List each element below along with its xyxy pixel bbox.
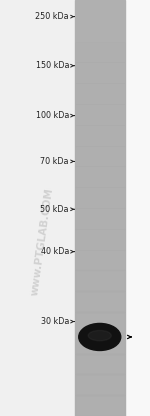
Ellipse shape [79, 324, 121, 350]
Bar [75, 0, 124, 21]
Bar [75, 146, 124, 166]
Bar [75, 187, 124, 208]
Text: www.PTGLAB.COM: www.PTGLAB.COM [29, 187, 55, 296]
Bar [75, 208, 124, 229]
Bar [75, 104, 124, 125]
Text: 70 kDa: 70 kDa [40, 157, 69, 166]
Bar [75, 250, 124, 270]
Bar [75, 312, 124, 333]
Bar [75, 354, 124, 374]
Bar [75, 270, 124, 291]
Text: 50 kDa: 50 kDa [40, 205, 69, 214]
Bar [75, 395, 124, 416]
Text: 30 kDa: 30 kDa [41, 317, 69, 326]
Text: 150 kDa: 150 kDa [36, 61, 69, 70]
Bar [124, 0, 150, 416]
Text: 250 kDa: 250 kDa [35, 12, 69, 21]
Bar [75, 83, 124, 104]
Text: 40 kDa: 40 kDa [41, 247, 69, 256]
Bar [75, 125, 124, 146]
Bar [75, 0, 124, 416]
Ellipse shape [88, 330, 111, 341]
Bar [75, 229, 124, 250]
Bar [75, 62, 124, 83]
Text: 100 kDa: 100 kDa [36, 111, 69, 120]
Bar [75, 166, 124, 187]
Bar [75, 291, 124, 312]
Bar [75, 374, 124, 395]
Bar [75, 21, 124, 42]
Bar [75, 42, 124, 62]
Bar [75, 333, 124, 354]
